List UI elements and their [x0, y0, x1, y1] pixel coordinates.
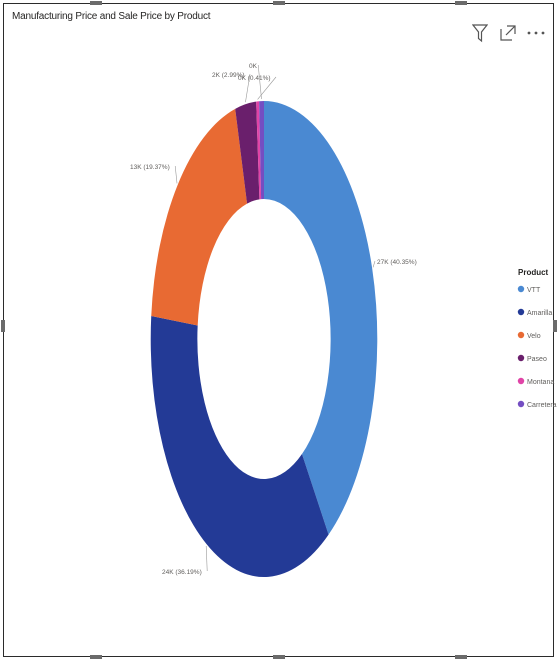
donut-slice-carretera[interactable] [259, 101, 264, 200]
donut-slice-amarilla[interactable] [150, 316, 329, 578]
data-label-carretera: 0K [249, 63, 258, 70]
leader-line [174, 165, 178, 184]
resize-handle-right[interactable] [553, 320, 557, 332]
legend-title: Product [518, 268, 549, 277]
resize-handle-bottom[interactable] [455, 655, 467, 659]
legend-item-paseo[interactable]: Paseo [527, 356, 547, 363]
focus-mode-icon [500, 25, 516, 41]
filter-button[interactable] [471, 22, 489, 44]
resize-handle-top[interactable] [455, 1, 467, 5]
legend-item-montana[interactable]: Montana [527, 379, 554, 386]
donut-slice-vtt[interactable] [264, 101, 378, 535]
legend-marker-paseo[interactable] [517, 354, 525, 362]
legend-marker-vtt[interactable] [517, 285, 525, 293]
filter-icon [472, 24, 488, 43]
leader-line [245, 73, 251, 103]
legend-item-carretera[interactable]: Carretera [527, 402, 557, 409]
resize-handle-top[interactable] [273, 1, 285, 5]
data-label-vtt: 27K (40.35%) [377, 259, 417, 266]
more-options-icon [527, 31, 545, 35]
donut-slice-montana[interactable] [256, 101, 262, 200]
donut-slices [150, 101, 378, 578]
legend-marker-velo[interactable] [517, 331, 525, 339]
leader-line [372, 260, 376, 268]
data-label-paseo: 2K (2.99%) [212, 72, 245, 79]
data-labels: 27K (40.35%) 24K (36.19%) 13K (19.37%) 2K (… [130, 63, 417, 576]
donut-slice-velo[interactable] [151, 108, 248, 326]
visual-toolbar [471, 22, 545, 44]
legend-item-velo[interactable]: Velo [527, 333, 541, 340]
focus-mode-button[interactable] [499, 22, 517, 44]
resize-handle-top[interactable] [90, 1, 102, 5]
leader-line [205, 545, 208, 572]
chart-title: Manufacturing Price and Sale Price by Pr… [12, 11, 211, 22]
legend: Product VTT Amarilla Velo Paseo Montana Carre… [517, 268, 557, 409]
data-label-velo: 13K (19.37%) [130, 164, 170, 171]
legend-item-amarilla[interactable]: Amarilla [527, 310, 552, 317]
resize-handle-bottom[interactable] [90, 655, 102, 659]
legend-marker-montana[interactable] [517, 377, 525, 385]
donut-slice-paseo[interactable] [235, 101, 260, 204]
more-options-button[interactable] [527, 22, 545, 44]
legend-marker-carretera[interactable] [517, 400, 525, 408]
data-label-amarilla: 24K (36.19%) [162, 569, 202, 576]
data-label-montana: 0K (0.41%) [238, 75, 271, 82]
leader-line [257, 64, 262, 100]
resize-handle-left[interactable] [1, 320, 5, 332]
legend-item-vtt[interactable]: VTT [527, 287, 541, 294]
resize-handle-bottom[interactable] [273, 655, 285, 659]
legend-marker-amarilla[interactable] [517, 308, 525, 316]
leader-line [257, 76, 277, 100]
